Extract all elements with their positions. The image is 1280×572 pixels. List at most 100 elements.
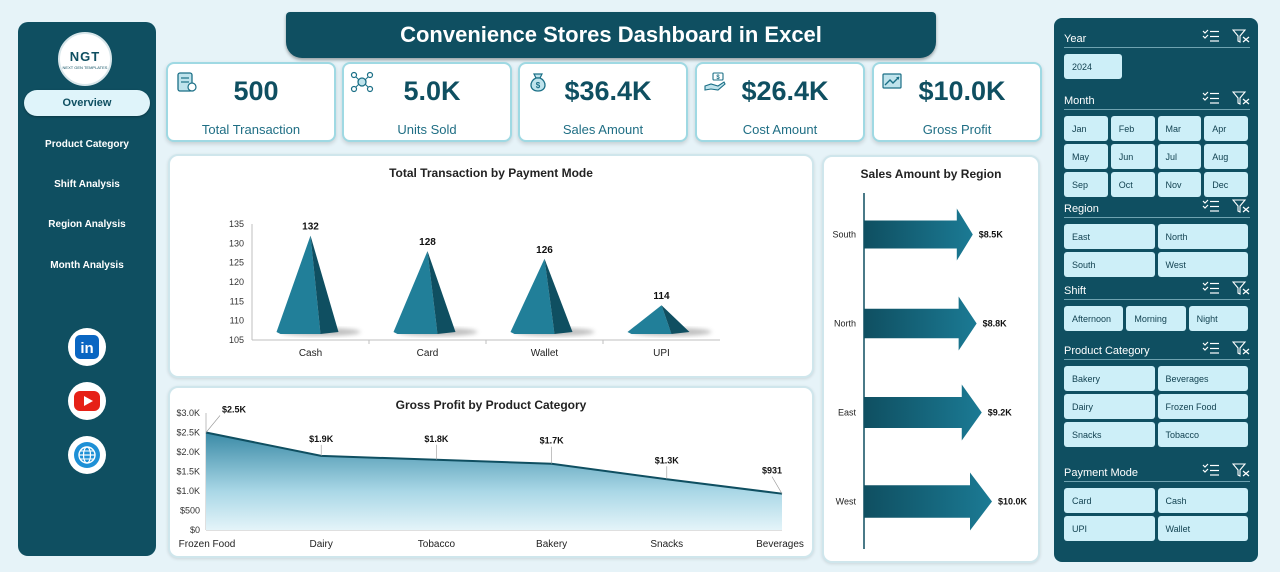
slicer-option-jun[interactable]: Jun	[1110, 144, 1155, 169]
kpi-label: Total Transaction	[201, 122, 301, 137]
y-tick-label: South	[832, 230, 856, 240]
clear-filter-icon[interactable]	[1220, 91, 1250, 110]
slicer-option-2024[interactable]: 2024	[1064, 54, 1122, 79]
multi-select-icon[interactable]	[1190, 463, 1220, 482]
slicer-option-wallet[interactable]: Wallet	[1157, 516, 1248, 541]
receipt-icon	[177, 72, 197, 92]
slicer-header-shift: Shift	[1064, 281, 1250, 300]
slicer-option-afternoon[interactable]: Afternoon	[1064, 306, 1124, 331]
slicer-option-west[interactable]: West	[1157, 252, 1248, 277]
kpi-value: $10.0K	[918, 76, 1006, 106]
multi-select-icon[interactable]	[1190, 281, 1220, 300]
data-label: $1.8K	[424, 434, 449, 444]
slicer-option-sep[interactable]: Sep	[1064, 172, 1108, 197]
nav-overview[interactable]: Overview	[24, 90, 150, 116]
x-tick-label: Tobacco	[418, 539, 456, 550]
area-fill	[206, 432, 782, 530]
slicer-option-oct[interactable]: Oct	[1110, 172, 1155, 197]
y-tick-label: 115	[230, 296, 244, 306]
nav-month-analysis[interactable]: Month Analysis	[50, 259, 124, 271]
data-label: 132	[302, 222, 319, 233]
nav-shift-analysis[interactable]: Shift Analysis	[54, 178, 120, 190]
slicer-title: Product Category	[1064, 344, 1150, 357]
slicer-option-bakery[interactable]: Bakery	[1064, 366, 1155, 391]
slicer-option-mar[interactable]: Mar	[1157, 116, 1202, 141]
x-tick-label: Snacks	[650, 539, 683, 550]
kpi-cost-amount: $ $26.4K Cost Amount	[695, 62, 865, 142]
slicer-title: Payment Mode	[1064, 466, 1138, 479]
slicer-panel: Year 2024 Month Jan Feb Mar Apr May Jun Jul Aug Sep…	[1054, 18, 1258, 562]
slicer-title: Month	[1064, 94, 1095, 107]
slicer-option-dairy[interactable]: Dairy	[1064, 394, 1155, 419]
slicer-option-card[interactable]: Card	[1064, 488, 1155, 513]
multi-select-icon[interactable]	[1190, 341, 1220, 360]
youtube-icon[interactable]	[68, 382, 106, 420]
slicer-option-morning[interactable]: Morning	[1126, 306, 1186, 331]
clear-filter-icon[interactable]	[1220, 463, 1250, 482]
hand-money-icon: $	[704, 72, 726, 91]
slicer-option-night[interactable]: Night	[1188, 306, 1248, 331]
slicer-option-snacks[interactable]: Snacks	[1064, 422, 1155, 447]
clear-filter-icon[interactable]	[1220, 341, 1250, 360]
kpi-value: 500	[233, 76, 279, 106]
slicer-option-frozen-food[interactable]: Frozen Food	[1157, 394, 1248, 419]
clear-filter-icon[interactable]	[1220, 29, 1250, 48]
slicer-option-upi[interactable]: UPI	[1064, 516, 1155, 541]
data-label: $1.7K	[540, 436, 565, 446]
linkedin-icon[interactable]: in	[68, 328, 106, 366]
slicer-option-south[interactable]: South	[1064, 252, 1155, 277]
slicer-option-tobacco[interactable]: Tobacco	[1157, 422, 1248, 447]
nav-product-category[interactable]: Product Category	[45, 138, 129, 150]
sidebar: NGT NEXT GEN TEMPLATES Overview Product …	[18, 22, 156, 556]
bar-west	[864, 472, 992, 531]
y-tick-label: $2.0K	[176, 447, 200, 457]
data-label: $9.2K	[988, 408, 1013, 418]
slicer-header-year: Year	[1064, 29, 1250, 48]
slicer-option-east[interactable]: East	[1064, 224, 1155, 249]
bar-cash	[276, 235, 361, 336]
slicer-option-jul[interactable]: Jul	[1157, 144, 1202, 169]
slicer-option-apr[interactable]: Apr	[1204, 116, 1248, 141]
page-title: Convenience Stores Dashboard in Excel	[286, 12, 936, 58]
x-tick-label: Beverages	[756, 539, 804, 550]
kpi-label: Gross Profit	[922, 122, 992, 137]
slicer-option-nov[interactable]: Nov	[1157, 172, 1202, 197]
data-label: $1.9K	[309, 434, 334, 444]
multi-select-icon[interactable]	[1190, 29, 1220, 48]
slicer-option-jan[interactable]: Jan	[1064, 116, 1108, 141]
bar-east	[864, 384, 982, 441]
slicer-option-dec[interactable]: Dec	[1204, 172, 1248, 197]
clear-filter-icon[interactable]	[1220, 199, 1250, 218]
slicer-option-beverages[interactable]: Beverages	[1157, 366, 1248, 391]
slicer-option-feb[interactable]: Feb	[1110, 116, 1155, 141]
globe-icon[interactable]	[68, 436, 106, 474]
slicer-header-product-category: Product Category	[1064, 341, 1250, 360]
data-label: $931	[762, 466, 782, 476]
x-tick-label: Card	[417, 348, 439, 359]
slicer-option-north[interactable]: North	[1157, 224, 1248, 249]
kpi-units-sold: 5.0K Units Sold	[342, 62, 512, 142]
clear-filter-icon[interactable]	[1220, 281, 1250, 300]
multi-select-icon[interactable]	[1190, 91, 1220, 110]
slicer-option-may[interactable]: May	[1064, 144, 1108, 169]
y-tick-label: $3.0K	[176, 408, 200, 418]
kpi-label: Sales Amount	[562, 122, 644, 137]
logo-text: NGT	[69, 48, 101, 64]
payment-mode-svg: 135 130 125 120 115 110 105 132 Cash 128 Card 126 Wa…	[229, 219, 720, 359]
data-label: $10.0K	[998, 497, 1028, 507]
slicer-option-aug[interactable]: Aug	[1204, 144, 1248, 169]
y-tick-label: East	[838, 408, 857, 418]
bar-north	[864, 296, 977, 351]
logo: NGT NEXT GEN TEMPLATES	[58, 32, 112, 86]
y-tick-label: 130	[229, 238, 244, 248]
data-label: 126	[536, 245, 553, 256]
chart-title: Total Transaction by Payment Mode	[389, 166, 593, 180]
multi-select-icon[interactable]	[1190, 199, 1220, 218]
bar-upi	[627, 305, 712, 336]
nav-region-analysis[interactable]: Region Analysis	[48, 218, 126, 230]
y-tick-label: $1.0K	[176, 486, 200, 496]
kpi-label: Units Sold	[397, 122, 457, 137]
slicer-option-cash[interactable]: Cash	[1157, 488, 1248, 513]
kpi-value: $26.4K	[741, 76, 829, 106]
